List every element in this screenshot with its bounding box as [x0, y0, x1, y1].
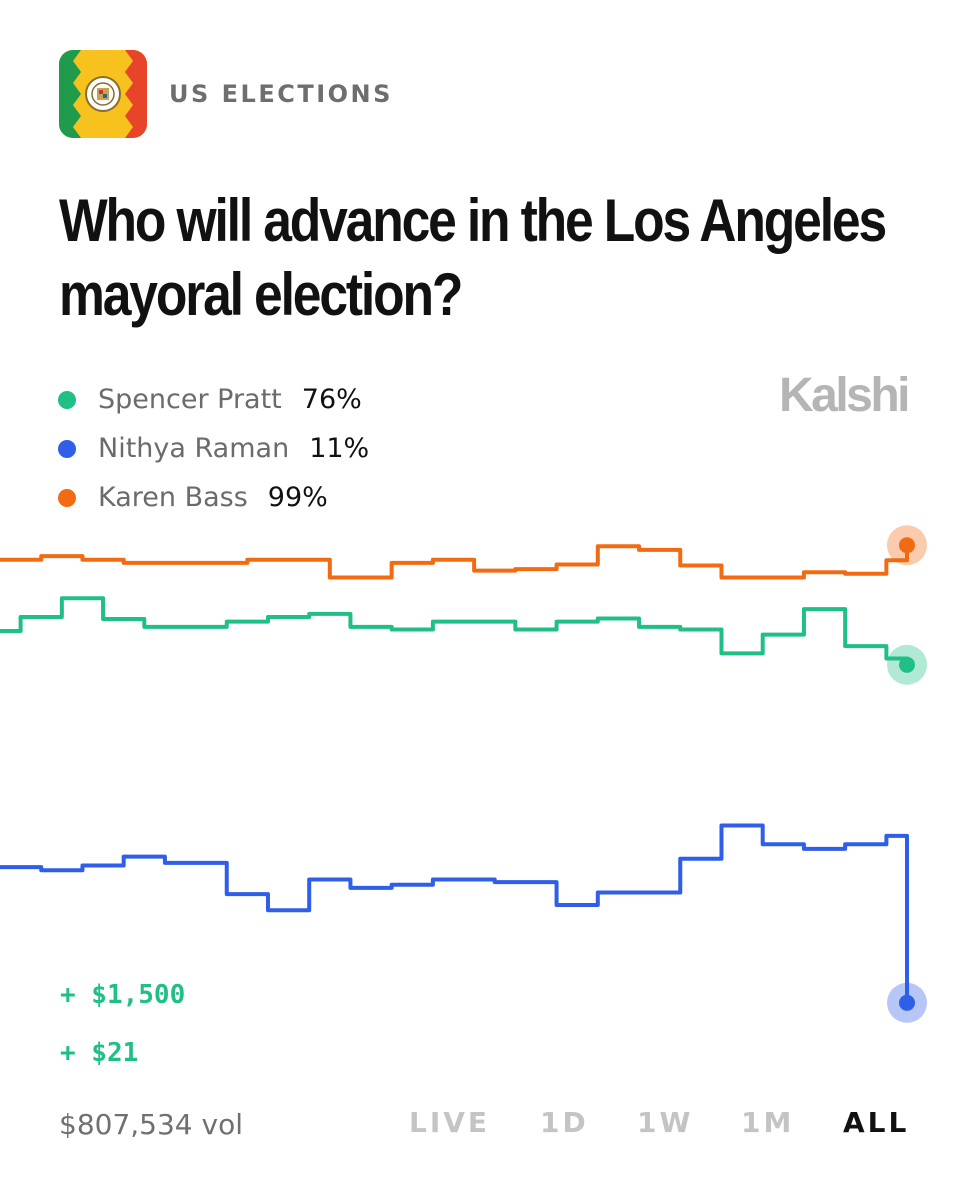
volume-label: $807,534 vol	[59, 1108, 243, 1141]
legend-name: Nithya Raman	[98, 433, 290, 464]
legend-item-raman: Nithya Raman 11%	[58, 424, 369, 473]
trade-ticker-1: + $1,500	[60, 980, 186, 1010]
legend-dot	[58, 390, 76, 409]
legend-value: 11%	[309, 433, 370, 464]
endpoint-dot	[899, 656, 915, 673]
tab-all[interactable]: ALL	[843, 1106, 910, 1139]
legend-value: 99%	[267, 482, 328, 513]
legend: Spencer Pratt 76% Nithya Raman 11% Karen…	[58, 375, 369, 522]
trade-ticker-2: + $21	[60, 1038, 139, 1068]
category-row: US ELECTIONS	[59, 50, 393, 138]
series-line-karen-bass	[0, 544, 909, 580]
market-title: Who will advance in the Los Angeles mayo…	[59, 187, 887, 328]
series-line-spencer-pratt	[0, 596, 909, 665]
legend-item-pratt: Spencer Pratt 76%	[58, 375, 369, 424]
legend-dot	[58, 439, 76, 458]
tab-1w[interactable]: 1W	[637, 1106, 694, 1139]
legend-value: 76%	[301, 384, 362, 415]
legend-name: Karen Bass	[98, 482, 248, 513]
series-line-nithya-raman	[0, 823, 909, 1003]
range-selector: LIVE 1D 1W 1M ALL	[409, 1106, 909, 1139]
tab-live[interactable]: LIVE	[409, 1106, 491, 1139]
endpoint-dot	[899, 537, 915, 554]
legend-item-bass: Karen Bass 99%	[58, 473, 369, 522]
tab-1d[interactable]: 1D	[540, 1106, 589, 1139]
kalshi-logo: Kalshi	[778, 369, 911, 422]
endpoint-dot	[899, 994, 915, 1011]
category-label: US ELECTIONS	[169, 80, 393, 108]
legend-name: Spencer Pratt	[98, 384, 282, 415]
tab-1m[interactable]: 1M	[741, 1106, 795, 1139]
la-flag-icon	[59, 50, 147, 138]
legend-dot	[58, 488, 76, 507]
